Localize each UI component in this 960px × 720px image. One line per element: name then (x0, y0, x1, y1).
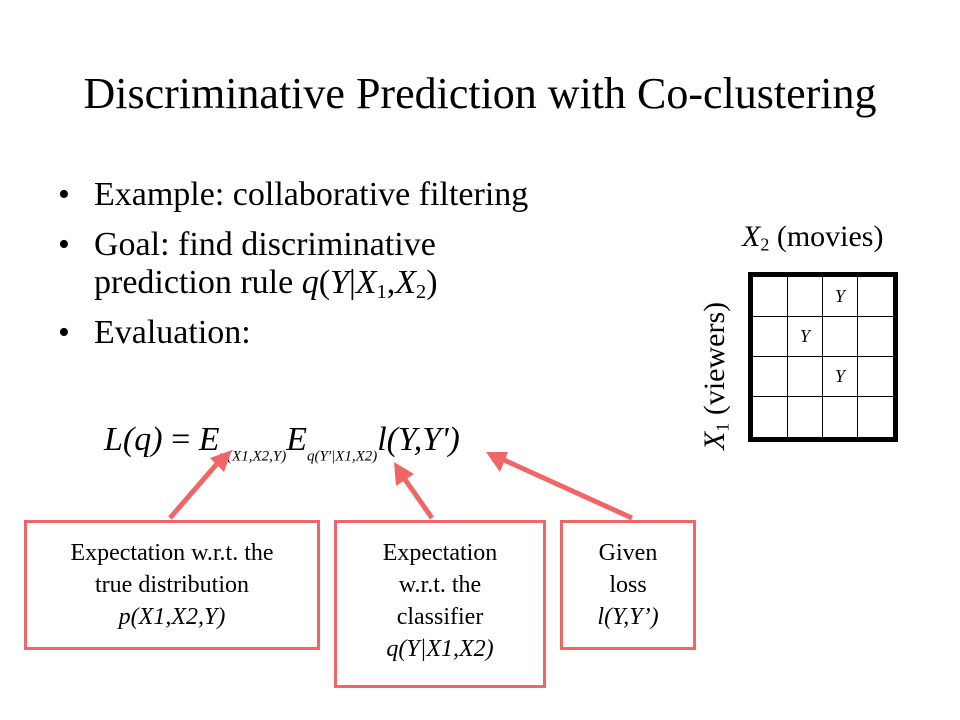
matrix-cell (858, 277, 893, 317)
bullet-list: Example: collaborative filtering Goal: f… (58, 176, 698, 358)
grid-label-movies: X2 (movies) (742, 220, 883, 254)
matrix-cell (788, 357, 823, 397)
formula-eq: = (162, 421, 199, 458)
box2-line1: Expectation (382, 540, 498, 566)
grid-label-movies-sub: 2 (760, 234, 770, 255)
matrix-cell (823, 317, 858, 357)
grid-label-movies-var: X (742, 220, 761, 253)
matrix-cell (858, 357, 893, 397)
box3-line2: loss (609, 572, 647, 598)
rule-comma: , (386, 264, 396, 301)
matrix-cell: Y (823, 277, 858, 317)
rule-x2: X (395, 264, 417, 301)
arrow-to-second-expectation (401, 476, 435, 520)
formula-sub-p: p(X1,X2,Y) (219, 448, 287, 465)
formula-sub-q: q(Y'|X1,X2) (306, 448, 378, 465)
box1-line2: true distribution (95, 572, 249, 598)
box-true-distribution: Expectation w.r.t. the true distribution… (24, 520, 320, 650)
box2-line3: classifier (396, 604, 484, 630)
rule-y: Y (330, 264, 349, 301)
arrowhead-2 (394, 462, 414, 486)
box2-line2: w.r.t. the (398, 572, 482, 598)
box3-line1: Given (598, 540, 658, 566)
matrix-cell (788, 397, 823, 437)
box1-line1: Expectation w.r.t. the (70, 540, 274, 566)
formula-e1: E (198, 421, 220, 458)
matrix-cell (753, 357, 788, 397)
rule-x1: X (355, 264, 377, 301)
matrix-cell (823, 397, 858, 437)
rule-q: q (301, 264, 319, 301)
bullet-goal-line2: prediction rule (94, 264, 302, 301)
formula-e2: E (286, 421, 307, 458)
arrowhead-3 (486, 452, 508, 472)
bullet-evaluation-text: Evaluation: (94, 314, 251, 351)
rule-sub2: 2 (416, 281, 427, 304)
matrix-cell (753, 397, 788, 437)
arrowhead-1 (210, 450, 232, 472)
box1-line3-text: p(X1,X2,Y) (118, 604, 226, 630)
bullet-example: Example: collaborative filtering (58, 176, 698, 214)
bullet-goal: Goal: find discriminative prediction rul… (58, 226, 698, 302)
rule-open: ( (318, 264, 331, 301)
box2-line4-text: q(Y|X1,X2) (386, 636, 494, 662)
box2-line4: q(Y|X1,X2) (337, 633, 543, 665)
bullet-example-text: Example: collaborative filtering (94, 176, 529, 213)
box-given-loss: Given loss l(Y,Y’) (560, 520, 696, 650)
box3-line3: l(Y,Y’) (597, 604, 659, 630)
rule-sub1: 1 (376, 281, 387, 304)
loss-formula: L(q) = Ep(X1,X2,Y)Eq(Y'|X1,X2)l(Y,Y') (104, 412, 544, 468)
page-title: Discriminative Prediction with Co-cluste… (83, 69, 877, 118)
grid-label-movies-text: (movies) (769, 220, 884, 253)
matrix-cell (753, 277, 788, 317)
matrix-cell (788, 277, 823, 317)
matrix-cell (753, 317, 788, 357)
arrow-to-loss (502, 457, 634, 521)
formula-lhs: L(q) (104, 421, 163, 458)
box1-line3: p(X1,X2,Y) (27, 601, 317, 633)
arrow-to-first-expectation (168, 455, 224, 520)
bullet-evaluation: Evaluation: (58, 314, 698, 352)
formula-loss: l(Y,Y') (377, 421, 460, 458)
matrix-cell: Y (823, 357, 858, 397)
box-classifier: Expectation w.r.t. the classifier q(Y|X1… (334, 520, 546, 688)
matrix-cell: Y (788, 317, 823, 357)
rule-close: ) (426, 264, 438, 301)
bullet-goal-line1: Goal: find discriminative (94, 226, 436, 263)
rule-bar: | (348, 264, 356, 301)
matrix-cell (858, 317, 893, 357)
